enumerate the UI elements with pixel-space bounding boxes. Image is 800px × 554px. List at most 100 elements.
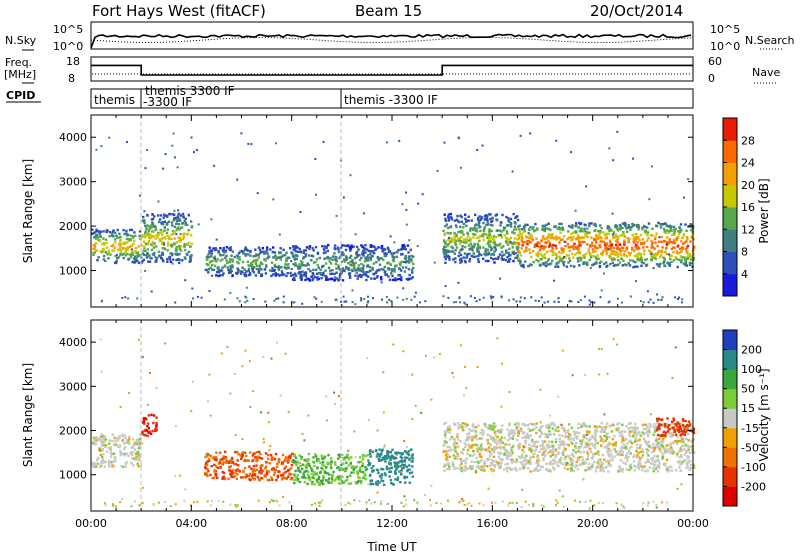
data-cell — [278, 256, 281, 259]
data-cell — [367, 256, 370, 260]
data-cell — [680, 449, 683, 453]
data-cell — [136, 462, 139, 465]
data-cell — [650, 258, 654, 261]
data-cell — [116, 438, 120, 441]
data-cell — [500, 440, 503, 443]
data-cell — [645, 258, 648, 261]
data-cell — [570, 454, 573, 457]
data-cell — [329, 272, 332, 276]
data-cell — [348, 272, 351, 276]
data-cell — [336, 246, 340, 249]
data-cell — [325, 246, 328, 249]
data-cell — [687, 432, 690, 436]
data-cell — [509, 236, 513, 240]
data-cell — [183, 243, 186, 246]
data-cell — [269, 248, 272, 251]
data-cell — [135, 455, 138, 458]
data-cell — [345, 257, 349, 260]
data-cell — [628, 264, 632, 267]
data-cell — [487, 457, 491, 461]
data-cell — [351, 301, 354, 303]
data-cell — [471, 429, 474, 432]
data-cell — [634, 430, 638, 434]
data-cell — [456, 452, 459, 455]
data-cell — [280, 269, 284, 273]
data-cell — [487, 245, 491, 248]
data-cell — [377, 458, 380, 461]
data-cell — [454, 260, 457, 264]
data-cell — [396, 251, 399, 254]
data-cell — [138, 230, 142, 233]
data-cell — [581, 459, 584, 462]
data-cell — [637, 253, 641, 256]
data-cell — [648, 198, 651, 201]
data-cell — [608, 255, 611, 258]
data-cell — [114, 439, 117, 443]
data-cell — [214, 247, 217, 249]
data-cell — [567, 246, 570, 249]
data-cell — [669, 227, 672, 231]
data-cell — [458, 464, 462, 467]
data-cell — [421, 193, 424, 196]
data-cell — [343, 260, 347, 263]
data-cell — [121, 440, 124, 443]
data-cell — [489, 246, 492, 249]
data-cell — [276, 476, 279, 479]
data-cell — [512, 259, 515, 263]
data-cell — [613, 258, 616, 261]
data-cell — [455, 225, 458, 229]
data-cell — [567, 236, 571, 240]
data-cell — [405, 223, 408, 226]
data-cell — [174, 217, 177, 220]
data-cell — [375, 481, 378, 484]
data-cell — [281, 272, 284, 276]
data-cell — [543, 238, 546, 241]
data-cell — [360, 274, 364, 277]
data-cell — [335, 214, 338, 217]
data-cell — [273, 265, 277, 268]
data-cell — [582, 462, 586, 465]
data-cell — [322, 476, 325, 480]
data-cell — [477, 246, 480, 249]
data-cell — [642, 252, 646, 255]
data-cell — [148, 237, 151, 240]
data-cell — [371, 250, 375, 253]
data-cell — [488, 230, 491, 233]
data-cell — [299, 464, 302, 468]
data-cell — [413, 295, 416, 298]
data-cell — [521, 431, 525, 434]
data-cell — [476, 242, 479, 245]
data-cell — [680, 249, 683, 252]
data-cell — [369, 250, 373, 253]
data-cell — [209, 266, 212, 269]
data-cell — [99, 230, 102, 233]
data-cell — [92, 247, 95, 250]
data-cell — [249, 273, 252, 276]
data-cell — [264, 300, 267, 303]
data-cell — [648, 422, 651, 426]
data-cell — [637, 228, 640, 231]
nsky-tick-high: 10^5 — [53, 23, 83, 36]
data-cell — [230, 470, 234, 473]
data-cell — [584, 441, 587, 444]
data-cell — [552, 243, 555, 247]
data-cell — [299, 265, 302, 268]
data-cell — [410, 258, 413, 261]
data-cell — [612, 257, 615, 260]
data-cell — [247, 459, 250, 462]
data-cell — [513, 228, 516, 231]
data-cell — [480, 218, 483, 221]
data-cell — [600, 465, 603, 468]
data-cell — [464, 466, 467, 470]
data-cell — [483, 253, 486, 256]
data-cell — [473, 227, 476, 230]
data-cell — [629, 251, 632, 255]
data-cell — [514, 256, 517, 260]
data-cell — [206, 468, 209, 471]
data-cell — [472, 228, 475, 231]
data-cell — [325, 278, 328, 281]
data-cell — [389, 458, 392, 462]
data-cell — [100, 442, 104, 445]
data-cell — [372, 469, 375, 472]
data-cell — [252, 298, 255, 300]
